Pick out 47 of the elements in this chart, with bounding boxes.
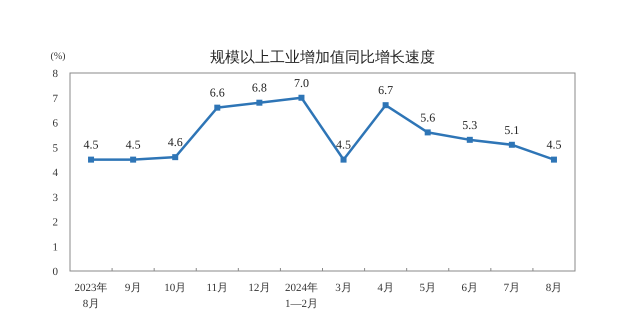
chart-title: 规模以上工业增加值同比增长速度 [210,48,435,66]
x-tick-label: 6月 [462,282,478,294]
x-tick-label: 4月 [377,282,394,294]
point [550,156,557,163]
y-tick-label: 4 [52,167,58,179]
x-tick-label: 11月 [206,282,228,294]
y-tick-label: 0 [52,266,58,278]
x-tick-label: 5月 [419,282,436,294]
point [382,102,389,108]
y-tick-label: 5 [52,142,58,154]
x-tick-label: 8月 [546,282,562,294]
x-tick-label: 7月 [504,282,520,294]
point [130,156,136,163]
x-tick-label: 2024年 1—2月 [284,282,318,310]
x-tick-label: 9月 [124,282,142,294]
data-label: 4.6 [168,135,183,150]
data-label: 5.3 [462,118,478,132]
point [88,156,94,163]
point [298,94,304,101]
y-tick-label: 8 [52,68,58,80]
x-tick-label: 2023年 8月 [74,282,108,310]
point [214,104,220,111]
data-label: 4.5 [546,138,562,152]
x-tick-label: 10月 [164,282,186,294]
data-label: 7.0 [294,76,309,90]
data-label: 5.1 [504,122,520,137]
point [340,156,347,163]
data-label: 4.5 [336,138,352,152]
point [424,129,431,136]
data-label: 6.6 [210,86,225,100]
y-axis-title: (%) [50,51,66,62]
y-tick-label: 7 [52,92,58,105]
data-label: 6.8 [252,80,267,95]
y-tick-label: 3 [52,192,58,204]
x-tick-label: 12月 [248,282,270,294]
data-label: 4.5 [84,138,99,152]
data-label: 6.7 [378,83,394,98]
point [172,154,178,160]
y-tick-label: 6 [52,118,58,130]
data-label: 5.6 [420,110,436,124]
point [256,100,262,106]
point [466,136,473,143]
data-label: 4.5 [126,138,141,152]
x-tick-label: 3月 [335,282,352,294]
y-tick-label: 2 [52,216,58,228]
point [508,142,515,148]
y-tick-label: 1 [52,241,58,254]
